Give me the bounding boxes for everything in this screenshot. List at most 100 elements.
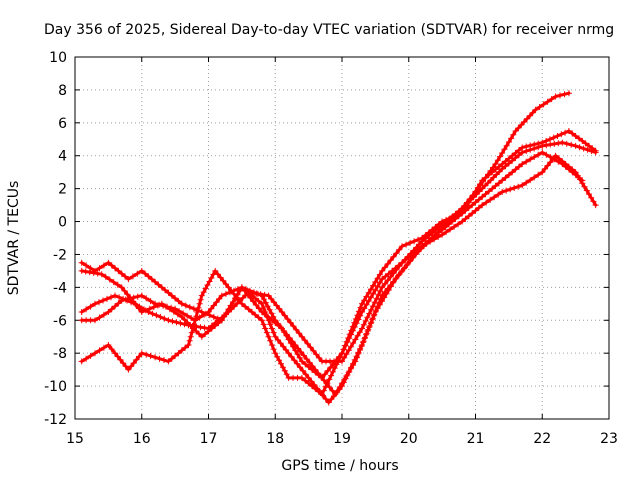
data-point-marker	[220, 277, 227, 284]
data-point-marker	[429, 226, 436, 233]
data-point-marker	[282, 346, 289, 353]
data-point-marker	[337, 353, 344, 360]
data-point-marker	[539, 149, 546, 156]
data-point-marker	[189, 325, 196, 332]
data-point-marker	[105, 342, 112, 348]
data-point-marker	[572, 133, 579, 139]
data-point-marker	[554, 133, 561, 139]
data-point-marker	[178, 300, 185, 307]
data-point-marker	[194, 309, 201, 315]
data-point-marker	[228, 287, 235, 294]
data-point-marker	[149, 310, 156, 317]
data-point-marker	[86, 269, 93, 276]
data-point-marker	[255, 314, 262, 321]
data-point-marker	[582, 140, 589, 147]
data-point-marker	[368, 319, 375, 326]
data-point-marker	[312, 385, 319, 392]
data-point-marker	[147, 352, 154, 359]
data-point-marker	[532, 106, 539, 113]
plot-frame	[74, 56, 610, 420]
data-point-marker	[396, 246, 403, 253]
data-point-marker	[178, 314, 185, 320]
data-point-marker	[379, 292, 386, 299]
data-point-marker	[309, 383, 315, 390]
data-point-marker	[138, 267, 145, 274]
data-point-marker	[288, 353, 295, 360]
data-point-marker	[261, 291, 268, 298]
data-point-marker	[341, 354, 348, 361]
data-point-marker	[180, 310, 187, 317]
data-point-marker	[524, 115, 530, 122]
data-point-marker	[432, 232, 439, 239]
data-point-marker	[339, 358, 345, 365]
data-point-marker	[264, 303, 271, 310]
data-point-marker	[367, 294, 374, 301]
data-point-marker	[222, 281, 229, 288]
data-point-marker	[198, 292, 205, 299]
data-point-marker	[125, 366, 132, 373]
data-point-marker	[354, 332, 361, 339]
data-point-marker	[156, 355, 163, 362]
data-point-marker	[363, 301, 370, 308]
y-tick-label: -12	[44, 412, 67, 428]
data-point-marker	[230, 290, 237, 297]
data-point-marker	[195, 304, 202, 311]
data-point-marker	[510, 131, 517, 138]
data-point-marker	[274, 337, 281, 343]
series-line	[80, 141, 598, 363]
data-point-marker	[462, 215, 469, 222]
data-point-marker	[322, 383, 329, 390]
data-point-marker	[342, 375, 349, 382]
data-point-marker	[350, 340, 357, 347]
data-point-marker	[161, 357, 167, 363]
data-point-marker	[100, 262, 107, 269]
data-point-marker	[372, 278, 379, 285]
data-point-marker	[293, 326, 300, 333]
data-point-marker	[379, 267, 386, 274]
data-point-marker	[374, 304, 381, 310]
data-point-marker	[384, 260, 391, 267]
data-point-marker	[274, 353, 281, 360]
data-point-marker	[315, 388, 322, 395]
data-point-marker	[349, 327, 356, 334]
data-point-marker	[572, 171, 579, 178]
data-point-marker	[270, 329, 277, 336]
data-point-marker	[512, 166, 519, 173]
data-point-marker	[439, 226, 446, 233]
data-point-marker	[210, 314, 217, 320]
data-point-marker	[353, 353, 360, 360]
data-point-marker	[292, 347, 299, 354]
data-point-marker	[270, 346, 277, 353]
data-point-marker	[344, 339, 351, 345]
data-point-marker	[509, 152, 516, 159]
data-point-marker	[435, 221, 442, 228]
data-point-marker	[324, 367, 331, 374]
data-point-marker	[298, 358, 305, 365]
data-point-marker	[351, 356, 358, 363]
data-point-marker	[449, 218, 456, 225]
data-point-marker	[523, 158, 530, 165]
data-point-marker	[272, 333, 279, 340]
data-point-marker	[262, 299, 269, 306]
data-point-marker	[374, 283, 381, 290]
data-point-marker	[547, 154, 554, 160]
data-point-marker	[191, 321, 197, 328]
data-point-marker	[134, 270, 141, 277]
data-point-marker	[158, 300, 165, 307]
data-point-marker	[581, 183, 588, 190]
data-point-marker	[92, 350, 98, 357]
data-point-marker	[475, 196, 482, 203]
data-point-marker	[543, 137, 550, 144]
data-point-marker	[439, 218, 446, 225]
data-point-marker	[565, 128, 572, 134]
data-point-marker	[162, 303, 169, 310]
data-point-marker	[248, 309, 255, 315]
data-point-marker	[92, 300, 98, 307]
data-point-marker	[181, 316, 188, 323]
data-point-marker	[283, 332, 290, 339]
data-point-marker	[100, 297, 106, 304]
data-point-marker	[78, 309, 85, 315]
data-point-marker	[116, 294, 123, 301]
data-point-marker	[544, 98, 551, 105]
data-point-marker	[387, 257, 394, 264]
